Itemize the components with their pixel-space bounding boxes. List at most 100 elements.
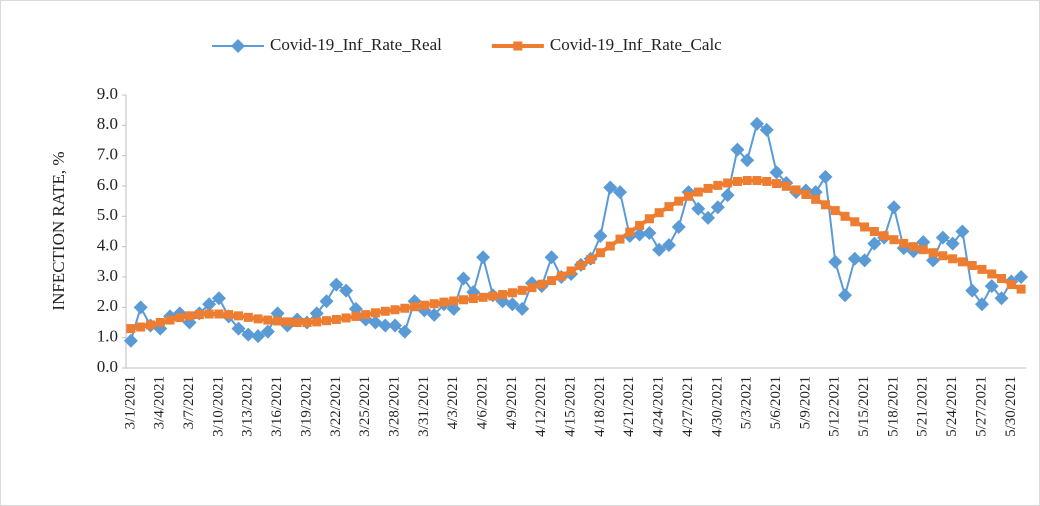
point (507, 288, 517, 298)
point (505, 297, 520, 312)
point (175, 313, 185, 323)
point (752, 176, 762, 186)
x-tick-label: 5/30/2021 (1003, 376, 1019, 437)
y-tick-label: 1.0 (97, 327, 118, 346)
point (938, 251, 948, 261)
point (214, 309, 224, 319)
x-tick-label: 5/3/2021 (739, 376, 755, 429)
point (476, 250, 491, 265)
point (253, 314, 263, 324)
x-tick-label: 4/9/2021 (504, 376, 520, 429)
x-tick-label: 3/7/2021 (181, 376, 197, 429)
point (429, 299, 439, 309)
point (720, 188, 735, 203)
legend-marker (513, 41, 523, 51)
x-tick-label: 4/24/2021 (651, 376, 667, 437)
y-tick-label: 2.0 (97, 296, 118, 315)
point (400, 303, 410, 313)
point (684, 191, 693, 201)
point (987, 269, 997, 279)
point (772, 179, 782, 189)
point (997, 274, 1007, 284)
point (351, 311, 361, 321)
point (847, 251, 862, 266)
point (850, 217, 860, 227)
point (515, 301, 530, 316)
x-tick-label: 3/16/2021 (269, 376, 285, 437)
point (361, 310, 371, 320)
point (801, 189, 811, 199)
point (613, 185, 628, 200)
point (537, 279, 547, 289)
point (322, 316, 332, 326)
point (319, 294, 334, 309)
point (928, 248, 938, 258)
x-tick-label: 4/30/2021 (709, 376, 725, 437)
point (740, 153, 755, 168)
point (632, 227, 647, 242)
point (994, 291, 1009, 306)
point (984, 279, 999, 294)
x-tick-label: 5/27/2021 (973, 376, 989, 437)
point (449, 296, 459, 306)
x-tick-label: 5/12/2021 (827, 376, 843, 437)
point (723, 178, 733, 188)
point (459, 295, 468, 305)
point (155, 318, 165, 327)
point (730, 142, 745, 157)
point (838, 288, 853, 303)
point (749, 116, 764, 131)
y-axis-title: INFECTION RATE, % (49, 151, 68, 310)
x-tick-label: 3/19/2021 (298, 376, 314, 437)
point (811, 194, 821, 204)
y-tick-label: 0.0 (97, 357, 118, 376)
x-tick-label: 5/15/2021 (856, 376, 872, 437)
point (241, 327, 256, 342)
point (674, 196, 684, 206)
point (654, 208, 664, 218)
point (370, 308, 380, 318)
point (671, 219, 686, 234)
point (593, 229, 608, 244)
point (410, 302, 420, 312)
x-tick-label: 5/21/2021 (915, 376, 931, 437)
point (732, 176, 742, 186)
point (586, 254, 596, 264)
point (517, 285, 527, 295)
point (478, 292, 488, 302)
point (879, 231, 889, 241)
x-tick-label: 5/24/2021 (944, 376, 960, 437)
point (693, 187, 703, 197)
point (282, 317, 292, 327)
x-tick-label: 4/18/2021 (592, 376, 608, 437)
point (331, 314, 341, 324)
x-tick-label: 3/13/2021 (240, 376, 256, 437)
y-tick-label: 5.0 (97, 205, 118, 224)
legend-marker (231, 39, 245, 53)
point (935, 230, 950, 245)
point (251, 329, 266, 344)
point (820, 200, 830, 210)
x-tick-label: 4/12/2021 (533, 376, 549, 437)
x-tick-label: 3/31/2021 (416, 376, 432, 437)
y-tick-label: 9.0 (97, 84, 118, 103)
point (133, 300, 148, 315)
point (867, 236, 882, 251)
point (957, 257, 967, 267)
x-tick-label: 4/6/2021 (475, 376, 491, 429)
y-tick-label: 7.0 (97, 145, 118, 164)
x-tick-label: 3/1/2021 (122, 376, 138, 429)
point (918, 245, 928, 255)
x-tick-label: 4/21/2021 (621, 376, 637, 437)
point (194, 310, 204, 320)
point (615, 234, 625, 244)
point (977, 264, 987, 274)
x-tick-label: 3/25/2021 (357, 376, 373, 437)
point (556, 271, 566, 281)
point (1016, 284, 1026, 294)
point (123, 333, 138, 348)
point (691, 201, 706, 216)
point (840, 211, 850, 221)
point (312, 317, 322, 327)
